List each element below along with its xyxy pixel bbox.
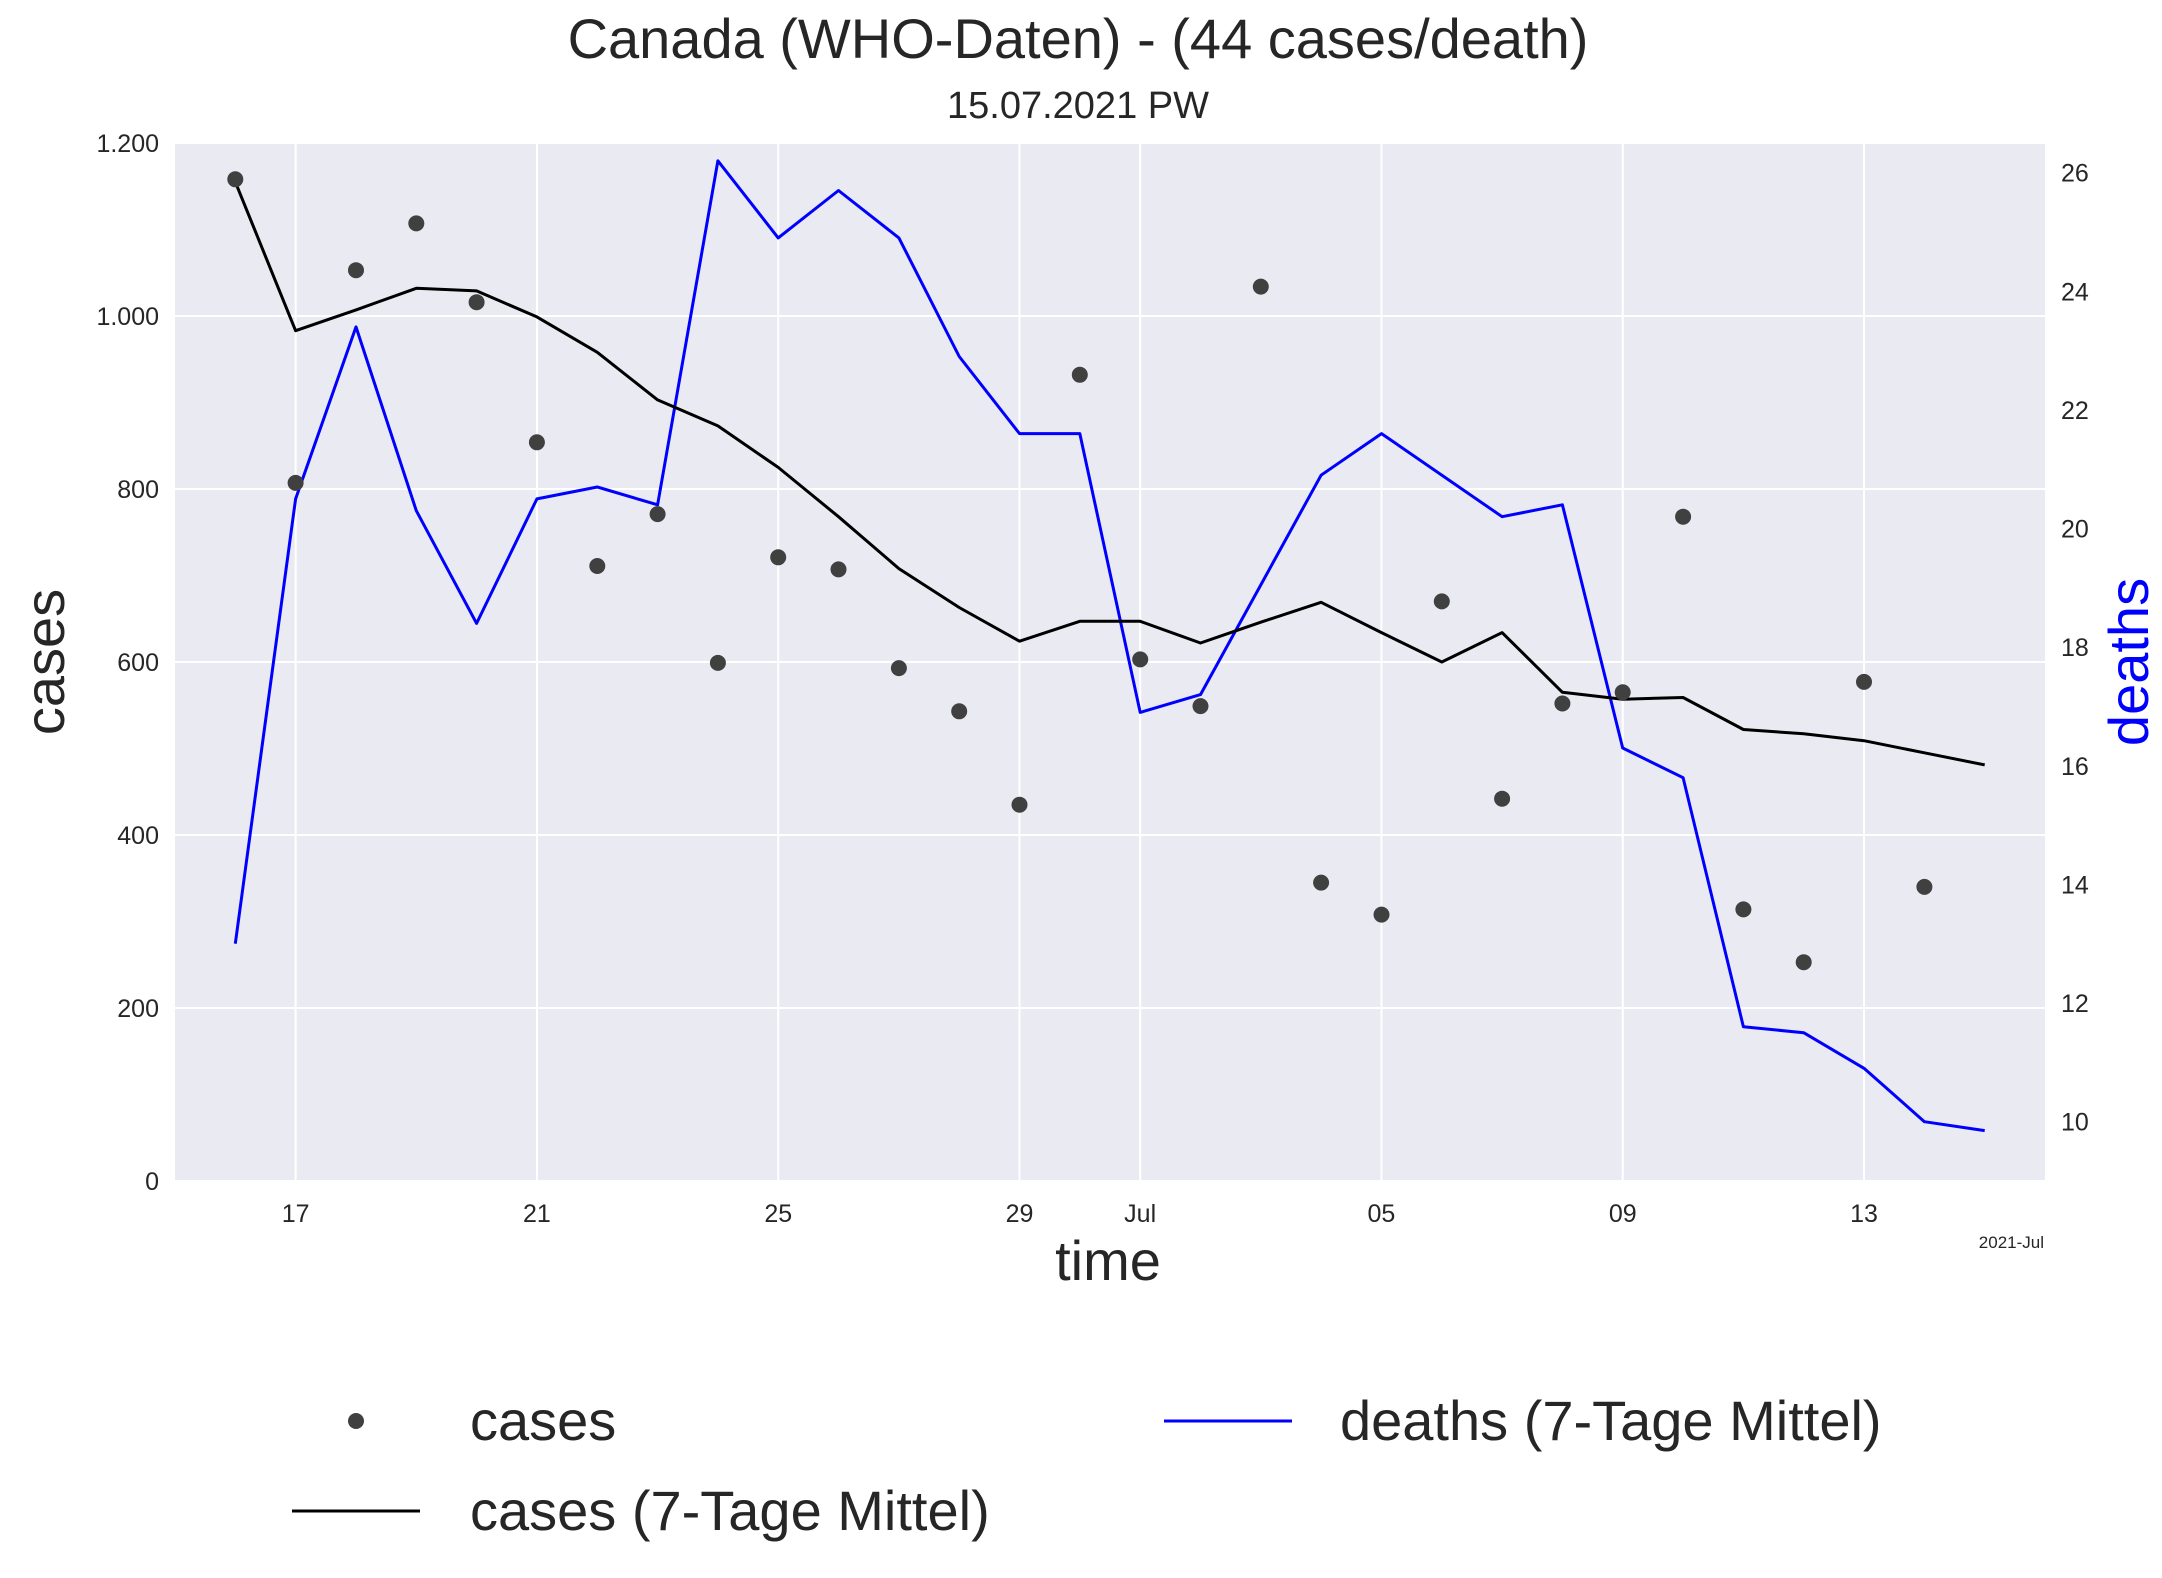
data-point-19 <box>1373 906 1390 923</box>
y-tick-right-8: 26 <box>2061 160 2089 188</box>
x-offset-label: 2021-Jul <box>1979 1233 2044 1252</box>
data-point-7 <box>649 506 666 523</box>
data-point-23 <box>1614 684 1631 701</box>
x-tick-4: Jul <box>1124 1200 1156 1228</box>
y-tick-right-2: 14 <box>2061 871 2089 899</box>
x-tick-3: 29 <box>1006 1200 1034 1228</box>
x-tick-7: 13 <box>1850 1200 1878 1228</box>
y-tick-left-5: 1.000 <box>96 303 159 331</box>
data-point-28 <box>1916 878 1933 895</box>
legend-marker-cases <box>348 1413 364 1429</box>
data-point-9 <box>770 549 787 566</box>
data-point-11 <box>890 660 907 677</box>
y-tick-left-2: 400 <box>117 822 159 850</box>
series-layer <box>227 159 1985 1133</box>
series-line-1 <box>233 181 1985 767</box>
y-tick-right-3: 16 <box>2061 753 2089 781</box>
x-tick-2: 25 <box>764 1200 792 1228</box>
y-tick-left-1: 200 <box>117 995 159 1023</box>
y-tick-right-7: 24 <box>2061 278 2089 306</box>
data-point-27 <box>1856 673 1872 690</box>
y-axis-label-right: deaths <box>2097 578 2160 746</box>
y-axis-right: 10 12 14 16 18 20 22 24 26 <box>2061 160 2089 1137</box>
data-point-6 <box>589 558 606 574</box>
x-tick-6: 09 <box>1609 1200 1637 1228</box>
data-point-3 <box>408 215 425 232</box>
data-point-20 <box>1433 593 1450 610</box>
legend-label-deaths-avg: deaths (7-Tage Mittel) <box>1340 1389 1882 1452</box>
data-point-16 <box>1192 698 1209 715</box>
data-point-15 <box>1132 651 1149 668</box>
data-point-1 <box>287 474 304 491</box>
y-tick-right-0: 10 <box>2061 1109 2089 1137</box>
x-tick-5: 05 <box>1368 1200 1396 1228</box>
y-tick-left-4: 800 <box>117 476 159 504</box>
x-axis: 17 21 25 29 Jul 05 09 13 <box>282 1200 1878 1228</box>
y-tick-left-3: 600 <box>117 649 159 677</box>
data-point-5 <box>528 434 545 451</box>
data-point-14 <box>1071 366 1088 383</box>
legend-label-cases: cases <box>470 1389 616 1452</box>
data-point-4 <box>468 294 485 311</box>
data-point-24 <box>1675 508 1692 525</box>
data-point-2 <box>348 262 364 279</box>
y-tick-left-6: 1.200 <box>96 130 159 158</box>
data-point-21 <box>1494 790 1511 807</box>
data-point-8 <box>709 654 726 671</box>
data-point-18 <box>1313 874 1330 891</box>
x-tick-1: 21 <box>523 1200 551 1228</box>
y-tick-left-0: 0 <box>145 1168 159 1196</box>
data-point-25 <box>1735 901 1752 918</box>
y-tick-right-5: 20 <box>2061 516 2089 544</box>
y-axis-left: 0 200 400 600 800 1.000 1.200 <box>96 130 159 1196</box>
legend-label-cases-avg: cases (7-Tage Mittel) <box>470 1479 990 1542</box>
data-point-13 <box>1011 796 1028 813</box>
y-tick-right-1: 12 <box>2061 990 2089 1018</box>
series-line-2 <box>233 159 1985 1133</box>
x-tick-0: 17 <box>282 1200 310 1228</box>
data-point-0 <box>227 171 244 188</box>
y-axis-label-left: cases <box>13 589 76 735</box>
data-point-17 <box>1252 278 1269 295</box>
chart-subtitle: 15.07.2021 PW <box>947 85 1209 127</box>
data-point-26 <box>1795 954 1812 971</box>
data-point-10 <box>830 561 847 578</box>
y-tick-right-4: 18 <box>2061 634 2089 662</box>
chart-title: Canada (WHO-Daten) - (44 cases/death) <box>568 7 1589 70</box>
x-axis-label: time <box>1055 1229 1161 1292</box>
legend: cases cases (7-Tage Mittel) deaths (7-Ta… <box>292 1389 1882 1542</box>
data-point-12 <box>951 703 968 720</box>
data-point-22 <box>1554 695 1571 712</box>
y-tick-right-6: 22 <box>2061 397 2089 425</box>
